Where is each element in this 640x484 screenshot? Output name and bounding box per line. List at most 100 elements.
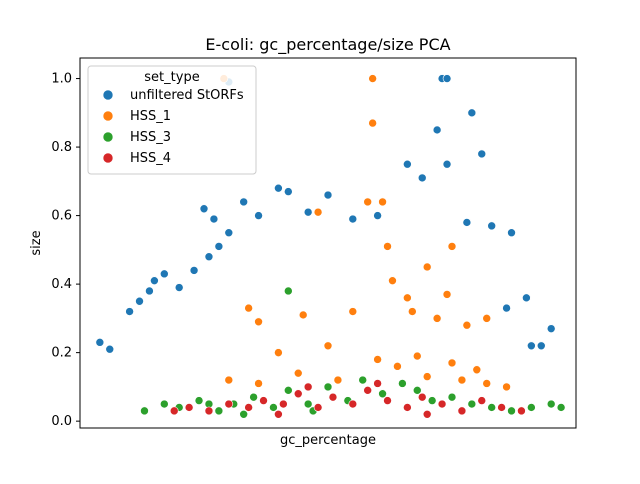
scatter-point [497, 403, 506, 412]
scatter-point [412, 351, 422, 361]
scatter-point [442, 159, 452, 169]
scatter-point [502, 303, 511, 313]
scatter-point [214, 242, 224, 251]
scatter-point [378, 389, 387, 399]
scatter-point [184, 403, 194, 412]
scatter-point [303, 382, 313, 392]
scatter-point [517, 406, 526, 416]
scatter-point [363, 386, 372, 395]
scatter-point [467, 108, 477, 118]
y-tick-label: 0.0 [51, 414, 72, 429]
scatter-point [254, 211, 263, 220]
y-tick-label: 0.8 [51, 140, 72, 155]
scatter-point [239, 197, 248, 207]
scatter-point [244, 403, 253, 412]
y-axis-label: size [29, 230, 44, 255]
scatter-point [447, 392, 457, 402]
scatter-point [403, 159, 412, 169]
scatter-point [412, 386, 422, 395]
scatter-point [472, 365, 482, 375]
scatter-point [293, 389, 303, 399]
scatter-point [373, 211, 382, 220]
scatter-point [403, 293, 412, 303]
scatter-point [239, 409, 248, 419]
scatter-point [546, 324, 556, 333]
scatter-point [249, 392, 258, 402]
legend-label: HSS_4 [130, 151, 171, 166]
y-tick-label: 0.4 [51, 277, 72, 292]
scatter-point [284, 386, 293, 395]
scatter-point [363, 197, 372, 207]
scatter-point [408, 307, 417, 316]
scatter-point [422, 372, 432, 381]
scatter-point [417, 173, 427, 183]
scatter-point [358, 375, 368, 385]
legend-box [87, 65, 257, 175]
scatter-point [487, 403, 496, 412]
scatter-point [348, 307, 358, 316]
scatter-point [546, 399, 556, 409]
scatter-point [522, 293, 531, 303]
scatter-point [487, 221, 496, 231]
y-tick-label: 0.2 [51, 346, 72, 361]
scatter-point [427, 396, 437, 405]
scatter-point [393, 362, 402, 371]
legend-marker [102, 89, 114, 101]
scatter-point [348, 214, 358, 224]
scatter-point [254, 379, 263, 388]
scatter-point [274, 409, 283, 419]
scatter-point [333, 375, 343, 385]
scatter-point [437, 399, 447, 409]
scatter-point [323, 190, 333, 200]
scatter-point [477, 149, 487, 159]
scatter-point [527, 341, 536, 351]
scatter-point [442, 74, 452, 83]
scatter-point [313, 207, 323, 217]
scatter-point [204, 406, 214, 416]
scatter-point [224, 228, 234, 238]
legend: set_type unfiltered StORFs HSS_1 HSS_3 HSS_… [87, 65, 257, 175]
scatter-point [447, 242, 457, 251]
legend-marker [102, 152, 114, 164]
scatter-point [224, 375, 234, 385]
scatter-point [442, 290, 452, 299]
scatter-point [502, 382, 511, 392]
scatter-point [323, 382, 333, 392]
scatter-point [105, 344, 115, 354]
scatter-point [482, 314, 492, 323]
scatter-point [125, 307, 134, 316]
scatter-point [368, 118, 377, 128]
scatter-point [293, 368, 303, 378]
scatter-point [303, 399, 313, 409]
scatter-point [527, 403, 536, 412]
scatter-point [169, 406, 179, 416]
scatter-point [477, 396, 487, 405]
scatter-point [274, 183, 283, 193]
scatter-point [224, 399, 234, 409]
scatter-point [244, 303, 253, 313]
scatter-point [482, 379, 492, 388]
x-axis-label: gc_percentage [280, 433, 376, 448]
scatter-point [432, 314, 442, 323]
scatter-point [457, 406, 467, 416]
scatter-point [160, 399, 169, 409]
y-tick-label: 0.6 [51, 209, 72, 224]
scatter-point [536, 341, 546, 351]
scatter-point [303, 207, 313, 217]
scatter-point [274, 348, 283, 357]
scatter-point [160, 269, 169, 279]
scatter-point [269, 403, 278, 412]
plot-frame [79, 57, 577, 429]
scatter-point [378, 197, 387, 207]
legend-items: unfiltered StORFs HSS_1 HSS_3 HSS_4 [102, 88, 244, 166]
scatter-point [403, 403, 412, 412]
scatter-point [432, 125, 442, 135]
scatter-point [457, 375, 467, 385]
legend-label: HSS_3 [130, 130, 171, 145]
scatter-point [348, 399, 358, 409]
scatter-point [284, 286, 293, 296]
scatter-point [150, 276, 159, 285]
scatter-point [373, 355, 382, 364]
